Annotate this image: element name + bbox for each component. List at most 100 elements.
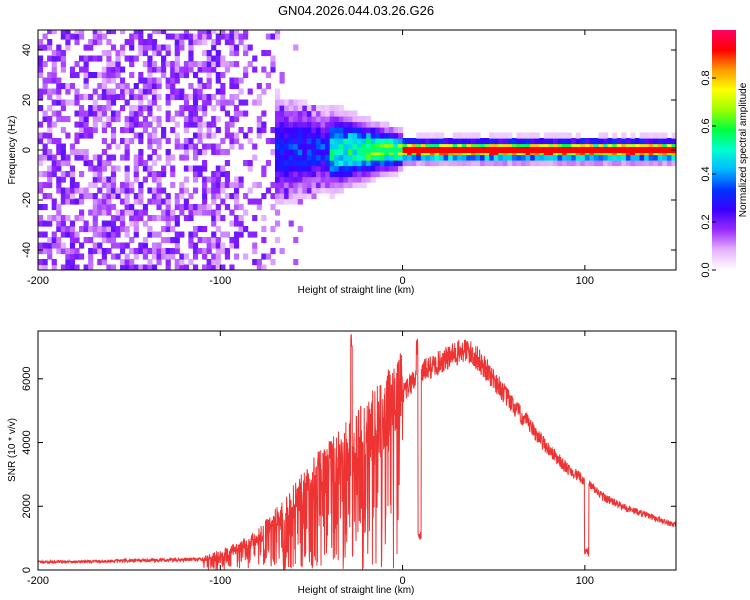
spectrogram-cell — [92, 30, 98, 35]
spectrogram-cell — [156, 248, 162, 255]
spectrogram-cell — [352, 154, 358, 161]
spectrogram-cell — [511, 138, 518, 145]
spectrogram-cell — [60, 171, 66, 178]
spectrogram-cell — [161, 253, 167, 260]
spectrogram-cell — [38, 138, 44, 145]
spectrogram-cell — [47, 149, 53, 156]
spectrogram-cell — [42, 116, 48, 123]
spectrogram-cell — [539, 143, 545, 150]
spectrogram-cell — [42, 88, 48, 95]
spectrogram-cell — [38, 264, 44, 270]
spectrogram-cell — [293, 149, 299, 156]
spectrogram-cell — [452, 154, 458, 161]
spectrogram-cell — [343, 110, 349, 117]
spectrogram-cell — [334, 105, 340, 112]
spectrogram-cell — [147, 105, 153, 112]
spectrogram-cell — [170, 127, 176, 134]
spectrogram-cell — [311, 143, 317, 150]
spectrogram-cell — [97, 231, 103, 238]
spectrogram-cell — [74, 253, 80, 260]
spectrogram-cell — [211, 121, 217, 128]
spectrogram-cell — [238, 33, 244, 40]
spectrogram-x-tick-label: -100 — [209, 275, 231, 287]
spectrogram-cell — [484, 160, 490, 167]
spectrogram-cell — [156, 176, 162, 183]
spectrogram-cell — [79, 226, 85, 233]
spectrogram-cell — [288, 132, 294, 139]
spectrogram-cell — [334, 187, 340, 194]
spectrogram-cell — [238, 182, 244, 189]
spectrogram-cell — [566, 143, 572, 150]
spectrogram-cell — [83, 44, 89, 51]
spectrogram-cell — [79, 198, 85, 205]
spectrogram-cell — [398, 154, 404, 161]
spectrogram-cell — [370, 171, 376, 178]
spectrogram-cell — [224, 248, 230, 255]
spectrogram-cell — [334, 165, 340, 172]
spectrogram-cell — [101, 50, 107, 57]
spectrogram-cell — [393, 138, 399, 145]
spectrogram-cell — [142, 264, 148, 270]
spectrogram-cell — [220, 242, 226, 249]
spectrogram-cell — [571, 138, 577, 145]
spectrogram-cell — [320, 176, 326, 183]
spectrogram-cell — [616, 143, 622, 150]
spectrogram-cell — [38, 105, 44, 112]
spectrogram-cell — [65, 264, 71, 270]
spectrogram-cell — [247, 44, 253, 51]
spectrogram-cell — [83, 193, 89, 200]
spectrogram-cell — [88, 253, 94, 260]
spectrogram-cell — [338, 143, 344, 150]
spectrogram-cell — [315, 171, 322, 178]
spectrogram-cell — [379, 138, 385, 145]
spectrogram-cell — [161, 61, 167, 68]
spectrogram-cell — [129, 61, 135, 68]
spectrogram-cell — [188, 204, 194, 211]
spectrogram-cell — [293, 171, 299, 178]
spectrogram-cell — [539, 160, 545, 167]
spectrogram-cell — [92, 248, 98, 255]
spectrogram-cell — [238, 110, 244, 117]
spectrogram-cell — [284, 116, 290, 123]
spectrogram-cell — [325, 138, 331, 145]
spectrogram-cell — [233, 187, 240, 194]
spectrogram-cell — [388, 143, 395, 150]
spectrogram-cell — [65, 253, 71, 260]
spectrogram-cell — [256, 127, 262, 134]
spectrogram-cell — [621, 138, 627, 145]
spectrogram-cell — [74, 138, 80, 145]
spectrogram-cell — [97, 55, 103, 62]
spectrogram-cell — [233, 44, 240, 51]
spectrogram-cell — [197, 204, 203, 211]
spectrogram-cell — [648, 132, 654, 139]
spectrogram-cell — [165, 253, 171, 260]
spectrogram-cell — [648, 143, 654, 150]
spectrogram-cell — [247, 138, 253, 145]
spectrogram-cell — [334, 143, 340, 150]
spectrogram-cell — [252, 242, 258, 249]
spectrogram-cell — [47, 132, 53, 139]
spectrogram-cell — [74, 121, 80, 128]
spectrogram-cell — [192, 72, 199, 79]
spectrogram-cell — [270, 193, 276, 200]
spectrogram-cell — [192, 116, 199, 123]
spectrogram-cell — [110, 138, 117, 145]
spectrogram-cell — [69, 193, 76, 200]
spectrogram-cell — [183, 143, 189, 150]
spectrogram-cell — [65, 44, 71, 51]
spectrogram-cell — [179, 44, 185, 51]
spectrogram-cell — [92, 116, 98, 123]
spectrogram-cell — [325, 143, 331, 150]
spectrogram-cell — [238, 143, 244, 150]
spectrogram-cell — [101, 220, 107, 227]
spectrogram-cell — [42, 154, 48, 161]
spectrogram-cell — [74, 132, 80, 139]
spectrogram-cell — [156, 253, 162, 260]
spectrogram-cell — [156, 171, 162, 178]
spectrogram-cell — [393, 165, 399, 172]
spectrogram-cell — [507, 143, 513, 150]
spectrogram-cell — [183, 198, 189, 205]
spectrogram-cell — [543, 132, 549, 139]
spectrogram-cell — [439, 154, 445, 161]
spectrogram-cell — [206, 176, 212, 183]
